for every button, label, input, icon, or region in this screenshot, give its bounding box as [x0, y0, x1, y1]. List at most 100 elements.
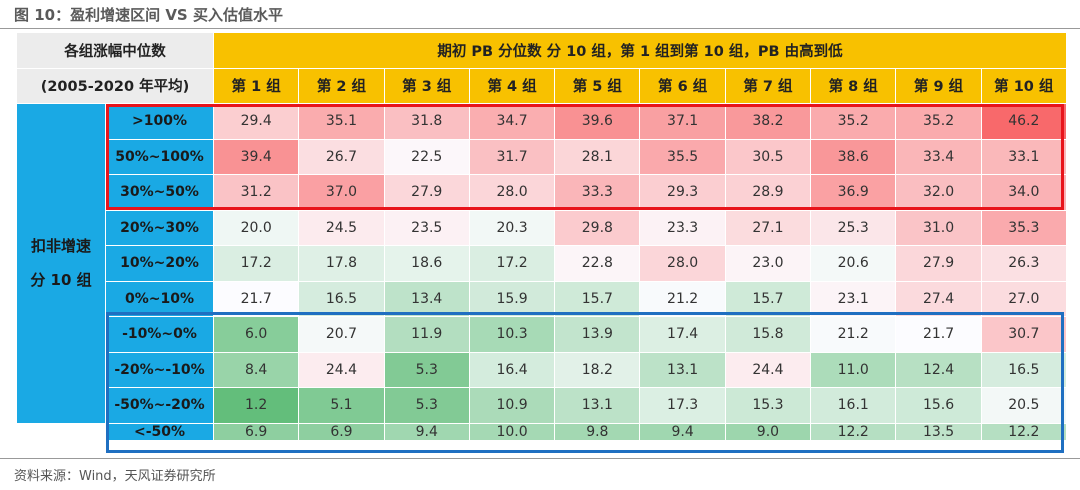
value-cell: 13.5 [896, 423, 982, 441]
value-cell: 20.0 [214, 210, 300, 246]
value-cell: 35.2 [811, 104, 897, 140]
value-cell: 39.4 [214, 139, 300, 175]
value-cell: 16.5 [299, 281, 385, 317]
value-cell: 20.6 [811, 246, 897, 282]
value-cell: 15.7 [725, 281, 812, 317]
value-cell: 46.2 [981, 104, 1067, 140]
value-cell: 35.5 [640, 139, 726, 175]
value-cell: 32.0 [896, 175, 982, 211]
value-cell: 15.6 [896, 388, 982, 424]
value-cell: 23.0 [725, 246, 812, 282]
value-cell: 22.8 [555, 246, 641, 282]
value-cell: 24.4 [299, 352, 385, 388]
group-header: 第 9 组 [896, 68, 982, 104]
row-label: -20%~-10% [106, 352, 214, 388]
group-header: 第 6 组 [640, 68, 726, 104]
value-cell: 31.0 [896, 210, 982, 246]
value-cell: 16.5 [981, 352, 1067, 388]
row-label: 10%~20% [106, 246, 214, 282]
value-cell: 13.1 [555, 388, 641, 424]
group-header: 第 4 组 [469, 68, 556, 104]
value-cell: 21.7 [896, 317, 982, 353]
value-cell: 17.3 [640, 388, 726, 424]
value-cell: 13.9 [555, 317, 641, 353]
value-cell: 31.7 [469, 139, 556, 175]
value-cell: 31.2 [214, 175, 300, 211]
value-cell: 27.1 [725, 210, 812, 246]
value-cell: 29.8 [555, 210, 641, 246]
value-cell: 30.5 [725, 139, 812, 175]
header-top: 期初 PB 分位数 分 10 组，第 1 组到第 10 组，PB 由高到低 [214, 33, 1067, 69]
value-cell: 18.2 [555, 352, 641, 388]
figure-title: 图 10：盈利增速区间 VS 买入估值水平 [14, 6, 283, 24]
value-cell: 35.2 [896, 104, 982, 140]
value-cell: 29.3 [640, 175, 726, 211]
value-cell: 13.1 [640, 352, 726, 388]
value-cell: 23.1 [811, 281, 897, 317]
value-cell: 24.5 [299, 210, 385, 246]
value-cell: 38.2 [725, 104, 812, 140]
heatmap-table: 各组涨幅中位数 期初 PB 分位数 分 10 组，第 1 组到第 10 组，PB… [17, 33, 1067, 441]
group-header: 第 8 组 [811, 68, 897, 104]
value-cell: 17.8 [299, 246, 385, 282]
value-cell: 30.7 [981, 317, 1067, 353]
title-divider [0, 28, 1080, 29]
value-cell: 27.0 [981, 281, 1067, 317]
value-cell: 35.1 [299, 104, 385, 140]
highlight-box-red [106, 104, 1064, 210]
value-cell: 39.6 [555, 104, 641, 140]
value-cell: 15.3 [725, 388, 812, 424]
highlight-box-blue [106, 312, 1064, 453]
value-cell: 33.3 [555, 175, 641, 211]
value-cell: 17.4 [640, 317, 726, 353]
value-cell: 23.5 [384, 210, 470, 246]
value-cell: 6.9 [214, 423, 300, 441]
value-cell: 10.3 [469, 317, 556, 353]
row-label: 50%~100% [106, 139, 214, 175]
value-cell: 12.2 [981, 423, 1067, 441]
row-label: 20%~30% [106, 210, 214, 246]
header-left-line2: (2005-2020 年平均) [17, 68, 214, 104]
value-cell: 10.9 [469, 388, 556, 424]
value-cell: 16.4 [469, 352, 556, 388]
value-cell: 15.7 [555, 281, 641, 317]
value-cell: 28.0 [640, 246, 726, 282]
value-cell: 26.7 [299, 139, 385, 175]
value-cell: 23.3 [640, 210, 726, 246]
value-cell: 24.4 [725, 352, 812, 388]
value-cell: 27.9 [384, 175, 470, 211]
value-cell: 28.0 [469, 175, 556, 211]
value-cell: 34.7 [469, 104, 556, 140]
value-cell: 29.4 [214, 104, 300, 140]
side-label-line2: 分 10 组 [30, 271, 92, 290]
value-cell: 9.4 [640, 423, 726, 441]
row-label: -10%~0% [106, 317, 214, 353]
value-cell: 6.9 [299, 423, 385, 441]
value-cell: 16.1 [811, 388, 897, 424]
value-cell: 36.9 [811, 175, 897, 211]
value-cell: 11.9 [384, 317, 470, 353]
value-cell: 33.1 [981, 139, 1067, 175]
value-cell: 11.0 [811, 352, 897, 388]
value-cell: 33.4 [896, 139, 982, 175]
value-cell: 15.9 [469, 281, 556, 317]
value-cell: 5.3 [384, 388, 470, 424]
value-cell: 20.5 [981, 388, 1067, 424]
value-cell: 17.2 [214, 246, 300, 282]
value-cell: 28.9 [725, 175, 812, 211]
group-header: 第 2 组 [299, 68, 385, 104]
value-cell: 37.0 [299, 175, 385, 211]
value-cell: 18.6 [384, 246, 470, 282]
value-cell: 21.2 [811, 317, 897, 353]
value-cell: 28.1 [555, 139, 641, 175]
value-cell: 9.4 [384, 423, 470, 441]
value-cell: 10.0 [469, 423, 556, 441]
group-header: 第 1 组 [214, 68, 300, 104]
value-cell: 31.8 [384, 104, 470, 140]
value-cell: 34.0 [981, 175, 1067, 211]
value-cell: 5.1 [299, 388, 385, 424]
value-cell: 25.3 [811, 210, 897, 246]
value-cell: 12.2 [811, 423, 897, 441]
row-label: >100% [106, 104, 214, 140]
value-cell: 20.3 [469, 210, 556, 246]
